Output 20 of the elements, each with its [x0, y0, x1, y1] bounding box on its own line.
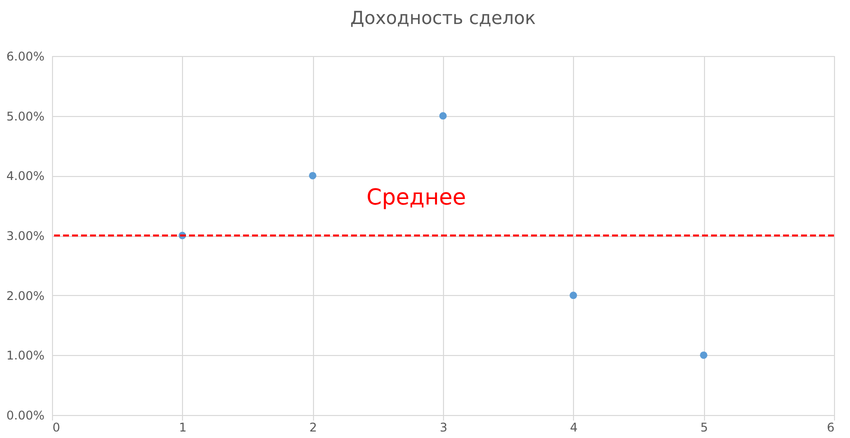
x-tick-label: 0 [52, 420, 60, 434]
y-tick-label: 4.00% [6, 169, 44, 184]
y-tick-label: 2.00% [6, 288, 44, 303]
x-tick-label: 1 [179, 420, 187, 434]
x-tick-label: 5 [700, 420, 708, 434]
y-tick-label: 1.00% [6, 348, 44, 363]
y-tick-label: 5.00% [6, 109, 44, 124]
y-tick-label: 0.00% [6, 408, 44, 422]
x-tick-label: 2 [309, 420, 317, 434]
point [308, 172, 316, 180]
point [570, 292, 578, 300]
y-tick-label: 6.00% [6, 50, 44, 64]
point [439, 112, 447, 120]
x-tick-label: 3 [440, 420, 448, 434]
x-tick-label: 6 [826, 420, 834, 434]
x-tick-label: 4 [570, 420, 578, 434]
point [700, 351, 708, 359]
y-tick-label: 3.00% [6, 229, 44, 243]
ref-line-label: Среднее [366, 186, 466, 210]
chart-title: Доходность сделок [350, 8, 536, 29]
